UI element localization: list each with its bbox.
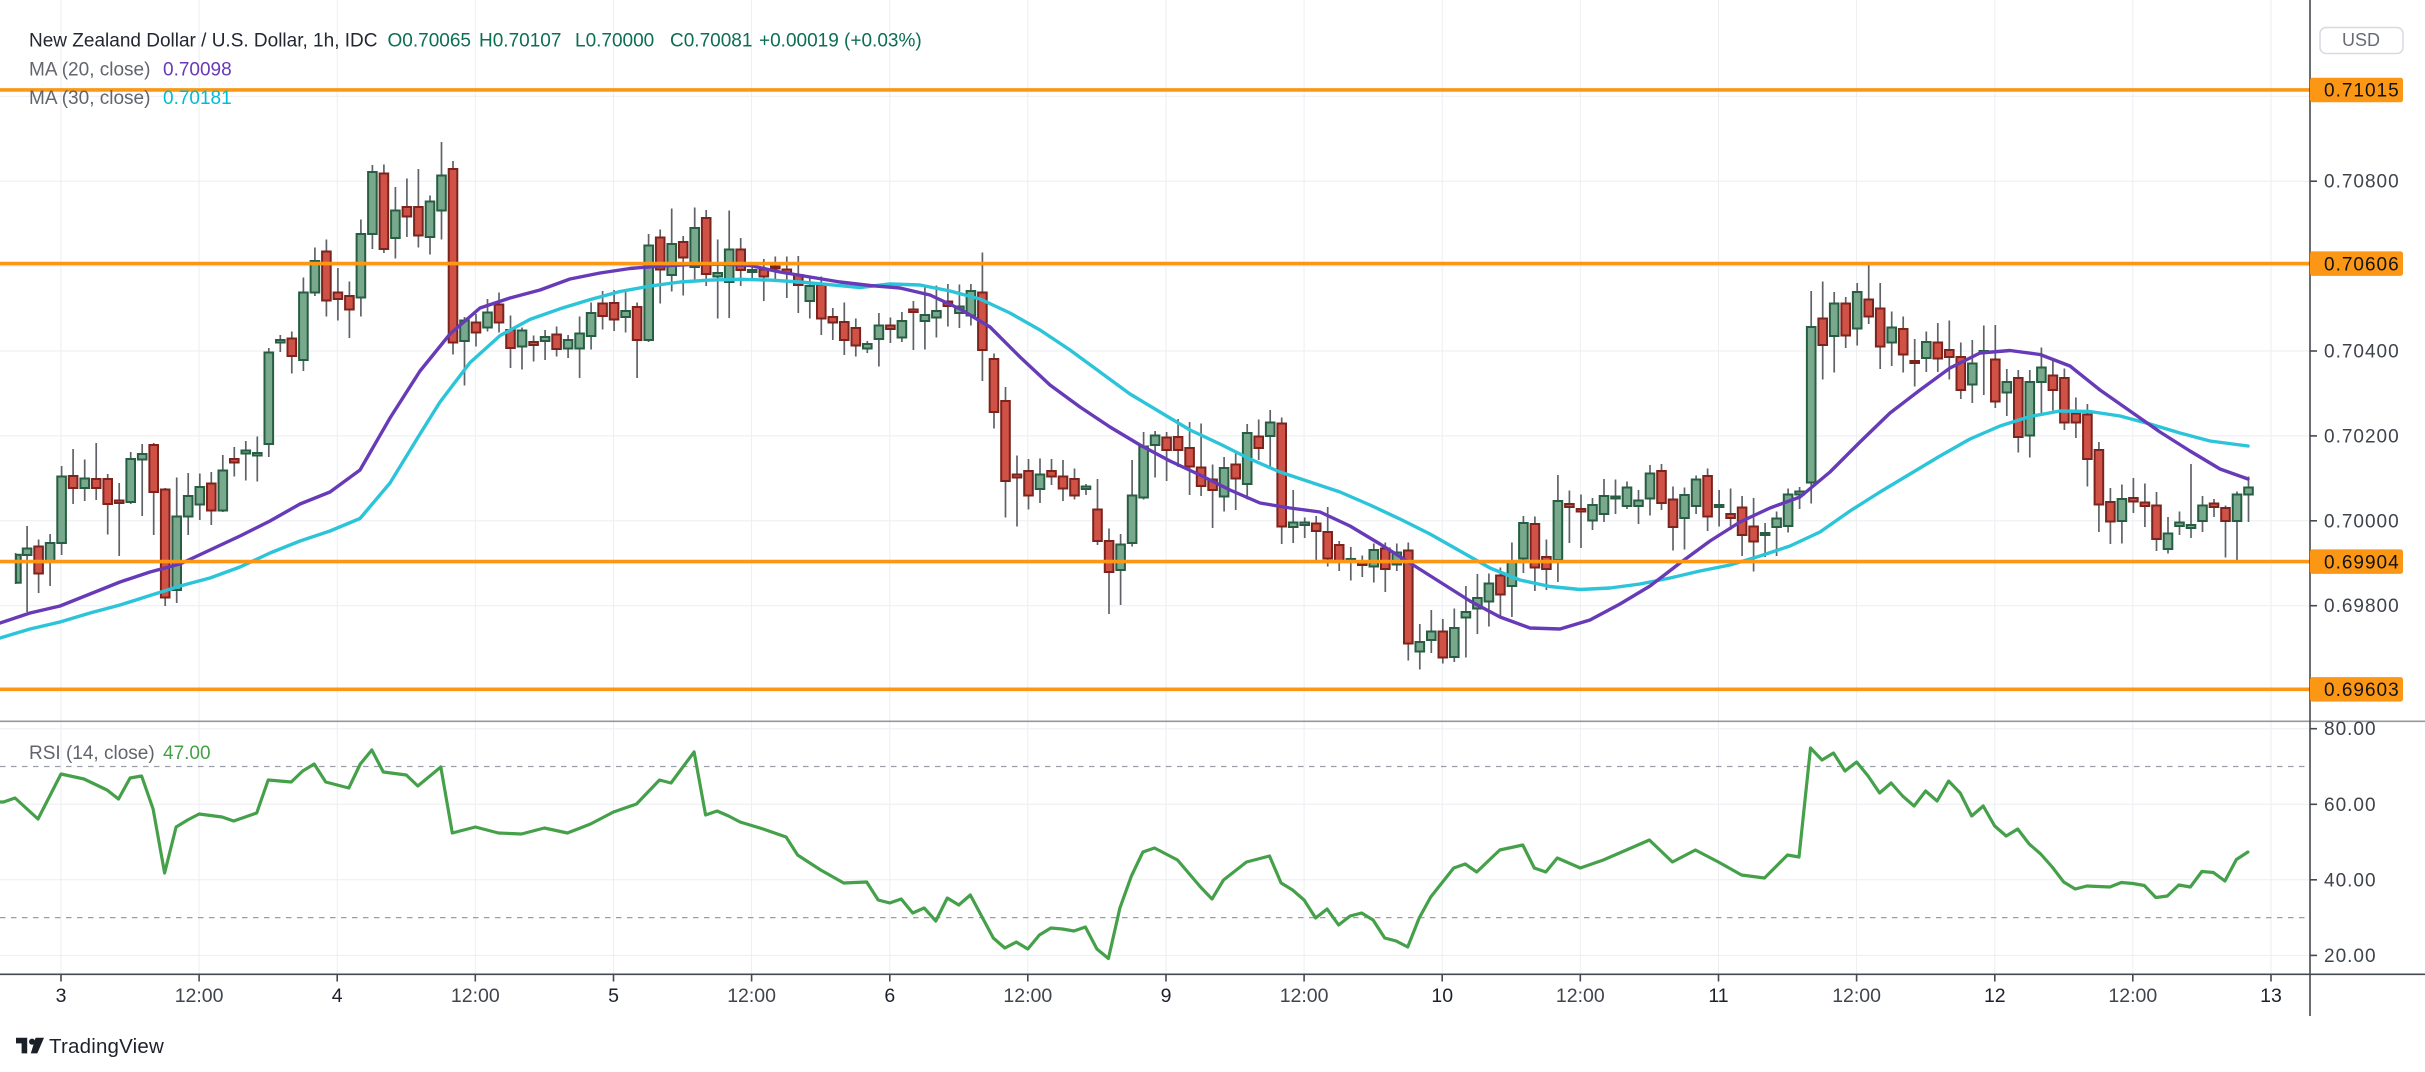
svg-text:12:00: 12:00 (1003, 985, 1052, 1007)
svg-text:6: 6 (884, 985, 895, 1007)
svg-text:60.00: 60.00 (2324, 795, 2377, 816)
svg-text:MA (20, close): MA (20, close) (29, 60, 150, 81)
svg-text:0.69800: 0.69800 (2324, 596, 2400, 617)
svg-text:0.70098: 0.70098 (163, 60, 232, 81)
svg-text:+0.00019 (+0.03%): +0.00019 (+0.03%) (759, 31, 922, 52)
svg-text:0.70200: 0.70200 (2324, 426, 2400, 447)
svg-text:New Zealand Dollar / U.S. Doll: New Zealand Dollar / U.S. Dollar, 1h, ID… (29, 31, 377, 52)
svg-text:12:00: 12:00 (1832, 985, 1881, 1007)
svg-text:0.71015: 0.71015 (2324, 81, 2400, 102)
svg-text:0.70400: 0.70400 (2324, 342, 2400, 363)
svg-text:12:00: 12:00 (175, 985, 224, 1007)
svg-text:40.00: 40.00 (2324, 870, 2377, 891)
svg-text:4: 4 (332, 985, 343, 1007)
svg-text:0.70000: 0.70000 (2324, 511, 2400, 532)
svg-text:47.00: 47.00 (163, 743, 211, 764)
svg-text:L0.70000: L0.70000 (575, 31, 654, 52)
svg-text:80.00: 80.00 (2324, 719, 2377, 740)
svg-text:12:00: 12:00 (1556, 985, 1605, 1007)
svg-text:MA (30, close): MA (30, close) (29, 88, 150, 109)
svg-text:0.70606: 0.70606 (2324, 254, 2400, 275)
svg-text:5: 5 (608, 985, 619, 1007)
svg-text:20.00: 20.00 (2324, 946, 2377, 967)
svg-text:0.69904: 0.69904 (2324, 552, 2400, 573)
svg-text:0.70181: 0.70181 (163, 88, 232, 109)
svg-text:11: 11 (1708, 985, 1728, 1007)
svg-text:TradingView: TradingView (49, 1035, 164, 1058)
svg-text:13: 13 (2260, 985, 2282, 1007)
svg-text:9: 9 (1161, 985, 1172, 1007)
svg-text:12: 12 (1984, 985, 2006, 1007)
svg-text:0.70800: 0.70800 (2324, 172, 2400, 193)
svg-text:H0.70107: H0.70107 (479, 31, 561, 52)
svg-text:10: 10 (1431, 985, 1453, 1007)
svg-text:12:00: 12:00 (2108, 985, 2157, 1007)
svg-text:0.69603: 0.69603 (2324, 680, 2400, 701)
svg-text:USD: USD (2342, 30, 2380, 50)
svg-text:12:00: 12:00 (727, 985, 776, 1007)
svg-text:12:00: 12:00 (1280, 985, 1329, 1007)
svg-text:3: 3 (56, 985, 67, 1007)
svg-text:RSI (14, close): RSI (14, close) (29, 743, 155, 764)
svg-text:O0.70065: O0.70065 (388, 31, 471, 52)
svg-text:12:00: 12:00 (451, 985, 500, 1007)
svg-text:C0.70081: C0.70081 (670, 31, 752, 52)
